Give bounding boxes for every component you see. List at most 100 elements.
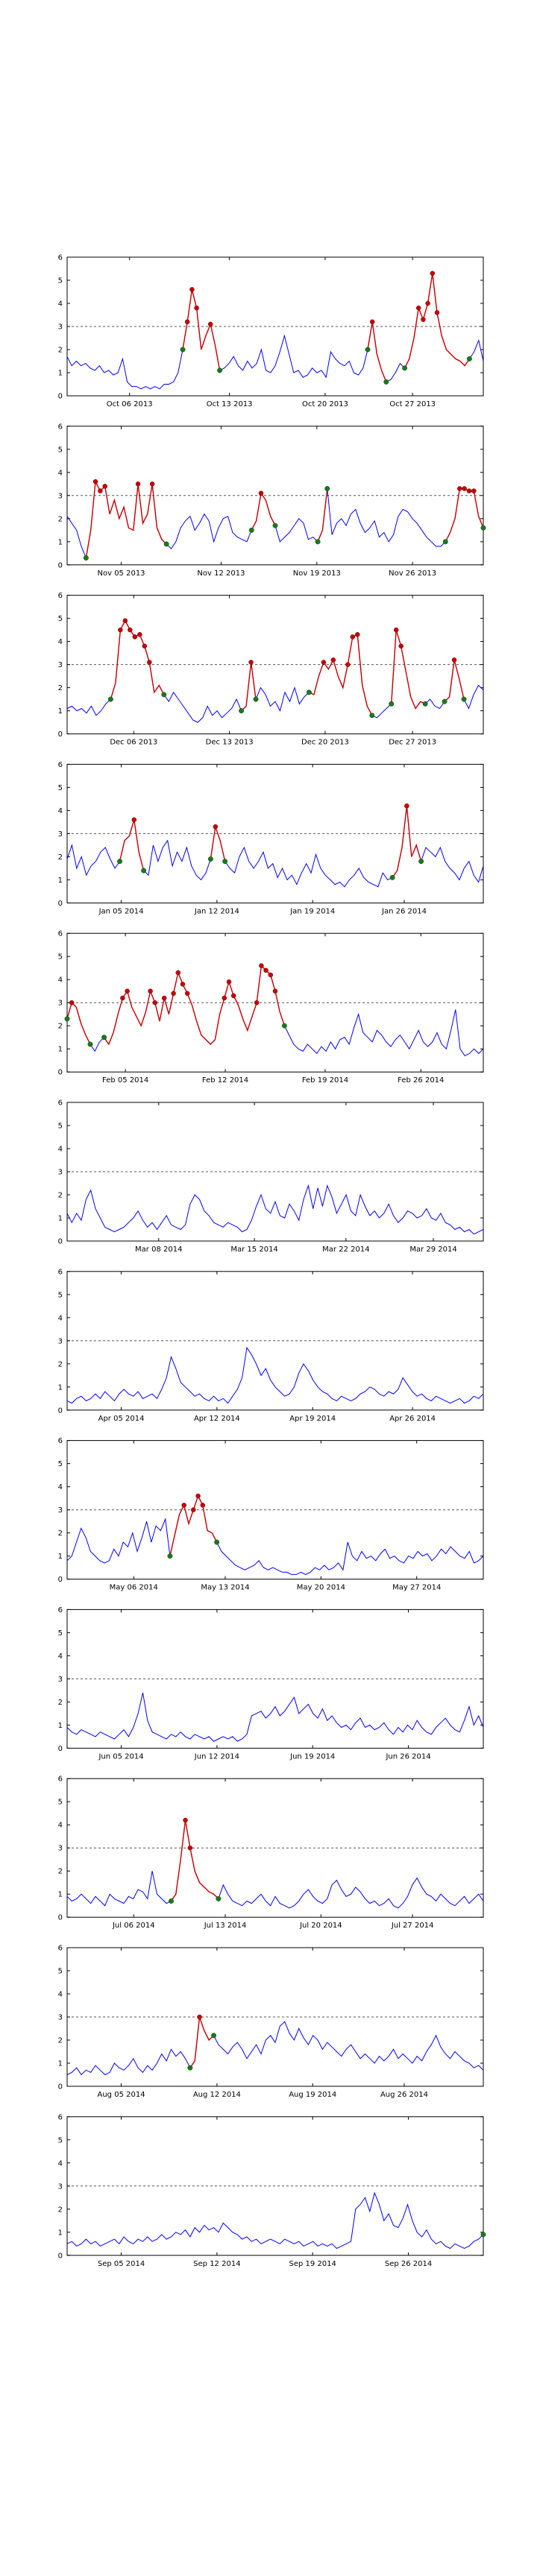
x-tick-label: Oct 27 2013 [389,400,436,408]
y-tick-label: 4 [58,1652,63,1661]
event-segment [367,321,387,382]
x-tick-label: Aug 19 2014 [289,2091,336,2099]
event-point [180,982,186,987]
y-tick-label: 3 [58,2014,63,2022]
y-tick-label: 6 [58,930,63,938]
y-tick-label: 4 [58,807,63,815]
x-tick-label: Dec 27 2013 [389,739,436,747]
y-tick-label: 1 [58,2229,63,2237]
event-end-marker [217,367,223,373]
series-line [66,1692,484,1742]
x-tick-label: Mar 08 2014 [135,1246,182,1254]
y-tick-label: 3 [58,323,63,332]
y-tick-label: 5 [58,1968,63,1976]
x-tick-label: Mar 15 2014 [230,1246,277,1254]
event-point [230,993,236,999]
event-segment [251,491,276,531]
event-segment [66,1001,91,1045]
y-tick-label: 2 [58,1868,63,1876]
series-line [66,2191,484,2250]
event-point [451,657,457,663]
event-segment [391,629,426,710]
x-tick-label: Feb 05 2014 [102,1076,148,1085]
event-point [135,482,141,487]
y-tick-label: 6 [58,254,63,262]
event-point [131,817,137,823]
event-point [125,988,130,994]
chart-panel-9: 0 1 2 3 4 5 6 Jun 05 2014 Jun 12 2014 Jun 19 2014… [58,1606,484,1761]
event-point [142,643,148,649]
y-tick-label: 0 [58,1407,63,1415]
y-tick-label: 1 [58,877,63,885]
event-start-marker [101,1035,107,1041]
y-tick-label: 0 [58,2083,63,2092]
y-tick-label: 2 [58,1192,63,1200]
event-point [398,643,403,649]
chart-panel-7: 0 1 2 3 4 5 6 Apr 05 2014 Apr 12 2014 Apr 19 2014… [58,1268,484,1423]
event-start-marker [239,708,245,714]
event-start-marker [480,2232,486,2238]
event-point [122,618,128,623]
y-tick-label: 3 [58,661,63,669]
y-tick-label: 3 [58,1676,63,1684]
x-tick-label: Jun 19 2014 [289,1752,335,1761]
event-point [187,1845,193,1851]
event-segment [444,660,465,702]
event-point [393,627,399,633]
x-tick-label: Oct 20 2013 [302,400,348,408]
x-tick-label: Sep 19 2014 [289,2260,336,2268]
chart-panel-8: 0 1 2 3 4 5 6 May 06 2014 May 13 2014 May 20 2014… [58,1437,484,1592]
x-tick-label: Nov 19 2013 [293,569,341,578]
x-tick-label: Oct 06 2013 [107,400,153,408]
y-tick-label: 5 [58,1460,63,1468]
y-tick-label: 2 [58,2037,63,2045]
x-tick-label: Jul 13 2014 [204,1922,247,1930]
y-tick-label: 0 [58,900,63,908]
event-point [259,963,264,968]
event-start-marker [402,365,408,371]
x-tick-label: Feb 12 2014 [202,1076,248,1085]
event-point [272,988,278,994]
event-point [118,627,123,633]
chart-panel-2: 0 1 2 3 4 5 6 Nov 05 2013 Nov 12 2013 Nov 19 2013… [58,423,486,578]
event-point [161,995,167,1001]
x-tick-label: Jun 26 2014 [385,1752,430,1761]
event-point [355,632,360,637]
event-segment [210,826,226,862]
event-segment [189,2016,215,2068]
y-tick-label: 4 [58,976,63,985]
y-tick-label: 2 [58,515,63,523]
y-tick-label: 3 [58,830,63,839]
y-tick-label: 6 [58,1606,63,1614]
event-point [189,287,195,292]
x-tick-label: Feb 19 2014 [302,1076,348,1085]
event-point [128,627,133,633]
x-tick-label: Jan 12 2014 [194,907,239,915]
y-tick-label: 5 [58,1291,63,1299]
x-tick-label: Aug 12 2014 [193,2091,241,2099]
x-tick-label: Dec 06 2013 [110,739,157,747]
event-point [425,300,430,306]
event-start-marker [64,1016,70,1022]
event-point [415,305,421,311]
y-tick-label: 6 [58,2113,63,2121]
event-segment [85,479,167,558]
x-tick-label: May 06 2014 [110,1584,158,1592]
y-tick-label: 2 [58,1360,63,1368]
event-point [226,979,232,985]
event-point [457,486,462,491]
event-start-marker [107,696,113,702]
y-tick-label: 4 [58,300,63,309]
x-tick-label: Apr 12 2014 [194,1415,240,1423]
y-tick-label: 6 [58,761,63,769]
chart-panel-3: 0 1 2 3 4 5 6 Dec 06 2013 Dec 13 2013 Dec 20 2013… [58,592,484,747]
event-point [171,991,176,997]
event-point [69,1000,75,1006]
event-start-marker [167,1553,173,1559]
event-start-marker [365,347,371,353]
series-line [66,619,484,723]
event-segment [119,819,145,871]
y-tick-label: 3 [58,2182,63,2191]
y-tick-label: 4 [58,1991,63,1999]
y-tick-label: 3 [58,1169,63,1177]
